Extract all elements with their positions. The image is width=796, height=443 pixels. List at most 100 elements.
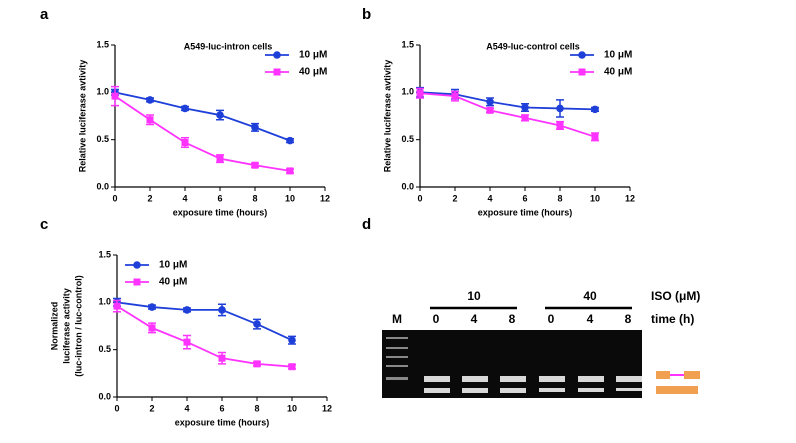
data-point <box>556 121 564 129</box>
chart-title: A549-luc-control cells <box>486 41 580 51</box>
x-axis-label: exposure time (hours) <box>173 207 268 217</box>
lane-label: 8 <box>509 312 516 326</box>
x-axis-label: exposure time (hours) <box>478 207 573 217</box>
data-point <box>556 104 564 113</box>
x-tick-label: 12 <box>320 193 330 203</box>
data-point <box>146 116 154 124</box>
data-point <box>286 167 294 175</box>
panel-label: b <box>362 6 371 23</box>
y-tick-label: 1.0 <box>98 297 111 307</box>
data-point <box>486 98 494 106</box>
data-point <box>591 133 599 141</box>
panel-label: c <box>40 216 48 233</box>
gel-panel: d M 10 40 ISO (μM) time (h) 0 4 8 0 4 8 <box>362 216 700 398</box>
legend-marker <box>578 68 586 76</box>
x-tick-label: 4 <box>184 403 189 413</box>
x-tick-label: 6 <box>522 193 527 203</box>
x-axis-label: exposure time (hours) <box>175 417 270 427</box>
y-tick-label: 1.5 <box>401 39 414 49</box>
legend-marker <box>273 51 281 59</box>
marker-lane-label: M <box>392 312 402 326</box>
legend-label: 10 μM <box>159 260 187 271</box>
data-point <box>113 302 121 310</box>
gel-image <box>382 330 642 398</box>
y-tick-label: 0.5 <box>401 134 414 144</box>
x-tick-label: 6 <box>217 193 222 203</box>
y-tick-label: 0.5 <box>96 134 109 144</box>
data-point <box>251 123 259 132</box>
ladder <box>386 337 408 380</box>
legend-marker <box>273 68 281 76</box>
series-line <box>419 91 596 111</box>
x-tick-label: 0 <box>417 193 422 203</box>
data-point <box>218 306 226 314</box>
y-tick-label: 1.0 <box>96 87 109 97</box>
data-point <box>486 106 494 114</box>
data-point <box>148 324 156 332</box>
data-point <box>181 104 189 113</box>
group-label: 40 <box>583 289 597 303</box>
data-point <box>251 161 259 169</box>
legend-label: 10 μM <box>604 50 632 61</box>
data-point <box>288 363 296 371</box>
x-tick-label: 10 <box>285 193 295 203</box>
legend-marker <box>133 278 141 286</box>
group-caption: ISO (μM) <box>651 289 700 303</box>
x-tick-label: 2 <box>452 193 457 203</box>
y-tick-label: 1.5 <box>98 249 111 259</box>
series-line <box>114 95 291 172</box>
data-point <box>148 303 156 311</box>
x-tick-label: 6 <box>219 403 224 413</box>
y-axis-label: luciferase activity <box>61 288 71 364</box>
x-tick-label: 8 <box>557 193 562 203</box>
panel-label: d <box>362 216 371 233</box>
lane-label: 8 <box>625 312 632 326</box>
y-tick-label: 1.0 <box>401 87 414 97</box>
series-line <box>114 91 291 142</box>
x-tick-label: 8 <box>254 403 259 413</box>
x-tick-label: 10 <box>590 193 600 203</box>
legend-label: 40 μM <box>604 67 632 78</box>
legend-label: 40 μM <box>299 67 327 78</box>
group-label: 10 <box>467 289 481 303</box>
legend-marker <box>578 51 586 59</box>
x-tick-label: 0 <box>114 403 119 413</box>
x-tick-label: 4 <box>487 193 492 203</box>
data-point <box>181 139 189 147</box>
data-point <box>253 360 261 368</box>
data-point <box>146 96 154 104</box>
data-point <box>183 306 191 314</box>
y-tick-label: 0.0 <box>401 181 414 191</box>
y-tick-label: 0.5 <box>98 344 111 354</box>
series-line <box>116 305 293 368</box>
x-tick-label: 2 <box>147 193 152 203</box>
y-tick-label: 1.5 <box>96 39 109 49</box>
legend-marker <box>133 261 141 269</box>
y-tick-label: 0.0 <box>96 181 109 191</box>
y-axis-label: Relative luciferase avtivity <box>382 60 392 173</box>
x-tick-label: 2 <box>149 403 154 413</box>
data-point <box>216 111 224 119</box>
x-tick-label: 10 <box>287 403 297 413</box>
data-point <box>216 155 224 163</box>
lane-label: 4 <box>587 312 594 326</box>
y-axis-label: Normalized <box>49 302 59 351</box>
lane-caption: time (h) <box>651 312 694 326</box>
data-point <box>286 136 294 145</box>
x-tick-label: 4 <box>182 193 187 203</box>
bands <box>424 376 642 393</box>
transcript-diagram <box>656 371 700 394</box>
chart-title: A549-luc-intron cells <box>184 41 273 51</box>
x-tick-label: 0 <box>112 193 117 203</box>
lane-label: 0 <box>548 312 555 326</box>
panel-label: a <box>40 6 49 23</box>
lane-label: 0 <box>433 312 440 326</box>
legend-label: 40 μM <box>159 277 187 288</box>
x-tick-label: 12 <box>322 403 332 413</box>
data-point <box>218 354 226 362</box>
lane-label: 4 <box>471 312 478 326</box>
legend-label: 10 μM <box>299 50 327 61</box>
data-point <box>183 338 191 346</box>
y-axis-label: (luc-intron / luc-control) <box>73 275 83 377</box>
